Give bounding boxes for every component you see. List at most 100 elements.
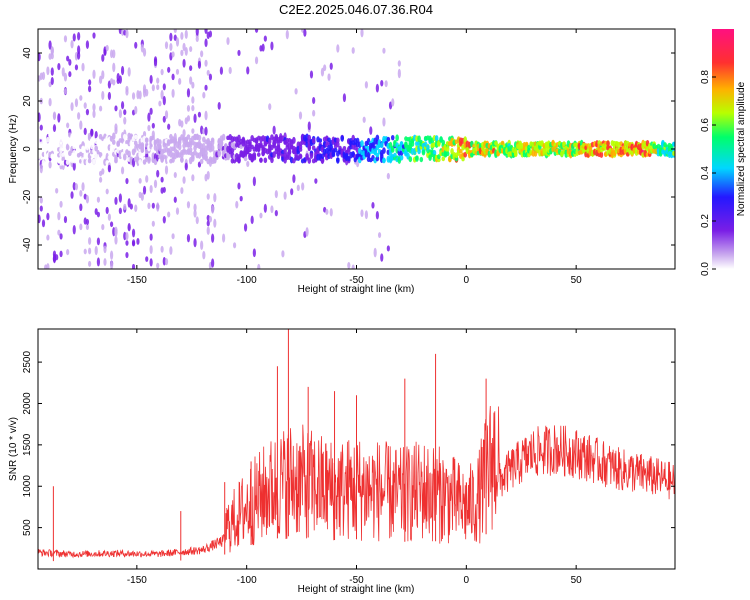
heatmap-cell <box>314 178 318 184</box>
heatmap-cells <box>38 29 675 269</box>
heatmap-cell <box>336 141 340 148</box>
heatmap-cell <box>96 257 101 267</box>
heatmap-xtick-label: -150 <box>127 275 147 286</box>
heatmap-x-axis: -150 -100 -50 0 50 <box>127 29 582 286</box>
heatmap-cell <box>232 242 237 249</box>
heatmap-cell <box>81 182 85 192</box>
heatmap-cell <box>221 133 226 141</box>
heatmap-cell <box>199 158 204 165</box>
heatmap-cell <box>213 218 217 228</box>
heatmap-cell <box>63 35 68 43</box>
heatmap-cell <box>213 192 217 203</box>
heatmap-cell <box>375 210 379 220</box>
heatmap-cell <box>122 153 127 161</box>
heatmap-cell <box>125 178 129 185</box>
snr-ylabel: SNR (10 * v/v) <box>8 417 19 481</box>
heatmap-cell <box>65 159 70 166</box>
heatmap-cell <box>88 79 92 86</box>
heatmap-cell <box>149 74 153 84</box>
heatmap-cell <box>417 148 421 155</box>
heatmap-cell <box>206 170 210 180</box>
heatmap-cell <box>191 105 195 112</box>
heatmap-cell <box>111 139 116 145</box>
heatmap-cell <box>445 145 450 153</box>
heatmap-cell <box>186 134 191 140</box>
heatmap-cell <box>217 150 222 158</box>
heatmap-cell <box>66 249 70 256</box>
heatmap-cell <box>285 29 289 40</box>
heatmap-cell <box>147 124 151 132</box>
heatmap-cell <box>38 52 41 62</box>
heatmap-cell <box>461 156 465 162</box>
colorbar-tick-label: 0.8 <box>700 70 711 84</box>
heatmap-cell <box>206 220 210 227</box>
heatmap-cell <box>46 234 50 241</box>
heatmap-cell <box>274 190 278 199</box>
heatmap-cell <box>342 93 347 103</box>
heatmap-cell <box>320 157 325 163</box>
heatmap-cell <box>415 155 419 160</box>
heatmap-cell <box>164 110 169 120</box>
heatmap-cell <box>222 233 226 243</box>
heatmap-cell <box>180 187 184 194</box>
heatmap-cell <box>298 147 303 152</box>
heatmap-cell <box>70 40 74 49</box>
heatmap-cell <box>46 212 50 221</box>
heatmap-cell <box>52 111 57 120</box>
heatmap-cell <box>83 248 87 255</box>
heatmap-cell <box>211 258 215 268</box>
heatmap-cell <box>129 203 133 210</box>
heatmap-cell <box>120 166 125 175</box>
heatmap-cell <box>445 151 450 157</box>
heatmap-cell <box>441 156 446 162</box>
figure-title: C2E2.2025.046.07.36.R04 <box>279 2 433 17</box>
heatmap-cell <box>263 157 268 164</box>
heatmap-cell <box>186 105 191 112</box>
heatmap-cell <box>336 157 340 163</box>
heatmap-cell <box>134 105 138 115</box>
heatmap-cell <box>138 151 142 158</box>
heatmap-cell <box>362 116 366 123</box>
heatmap-cell <box>57 211 61 221</box>
snr-ytick-label: 2000 <box>22 392 33 415</box>
heatmap-cell <box>151 84 155 92</box>
heatmap-cell <box>63 215 68 224</box>
heatmap-cell <box>180 32 184 40</box>
heatmap-cell <box>156 262 160 269</box>
heatmap-cell <box>112 49 116 59</box>
heatmap-cell <box>114 196 118 205</box>
heatmap-cell <box>259 212 263 219</box>
heatmap-cell <box>39 124 43 131</box>
heatmap-cell <box>38 112 41 122</box>
heatmap-cell <box>217 101 221 110</box>
heatmap-cell <box>268 103 272 111</box>
heatmap-xtick-label: 50 <box>571 275 583 286</box>
heatmap-cell <box>138 159 142 165</box>
heatmap-cell <box>263 35 267 42</box>
heatmap-cell <box>85 40 90 49</box>
heatmap-cell <box>173 196 177 203</box>
heatmap-cell <box>373 247 377 258</box>
heatmap-cell <box>672 141 675 147</box>
heatmap-cell <box>588 145 593 152</box>
heatmap-cell <box>171 233 175 240</box>
heatmap-cell <box>274 209 278 217</box>
heatmap-cell <box>38 151 41 158</box>
heatmap-cell <box>292 136 296 144</box>
heatmap-ytick-label: 20 <box>22 95 33 107</box>
heatmap-cell <box>351 47 355 54</box>
heatmap-cell <box>386 172 390 180</box>
heatmap-cell <box>211 205 215 214</box>
heatmap-cell <box>248 139 252 147</box>
snr-series <box>38 329 675 562</box>
heatmap-cell <box>379 142 384 149</box>
heatmap-cell <box>88 85 92 93</box>
heatmap-cell <box>164 41 169 50</box>
heatmap-cell <box>134 204 138 213</box>
heatmap-cell <box>167 66 171 73</box>
heatmap-cell <box>309 152 314 159</box>
heatmap-cell <box>96 141 101 147</box>
heatmap-cell <box>79 189 83 197</box>
heatmap-cell <box>46 136 50 143</box>
